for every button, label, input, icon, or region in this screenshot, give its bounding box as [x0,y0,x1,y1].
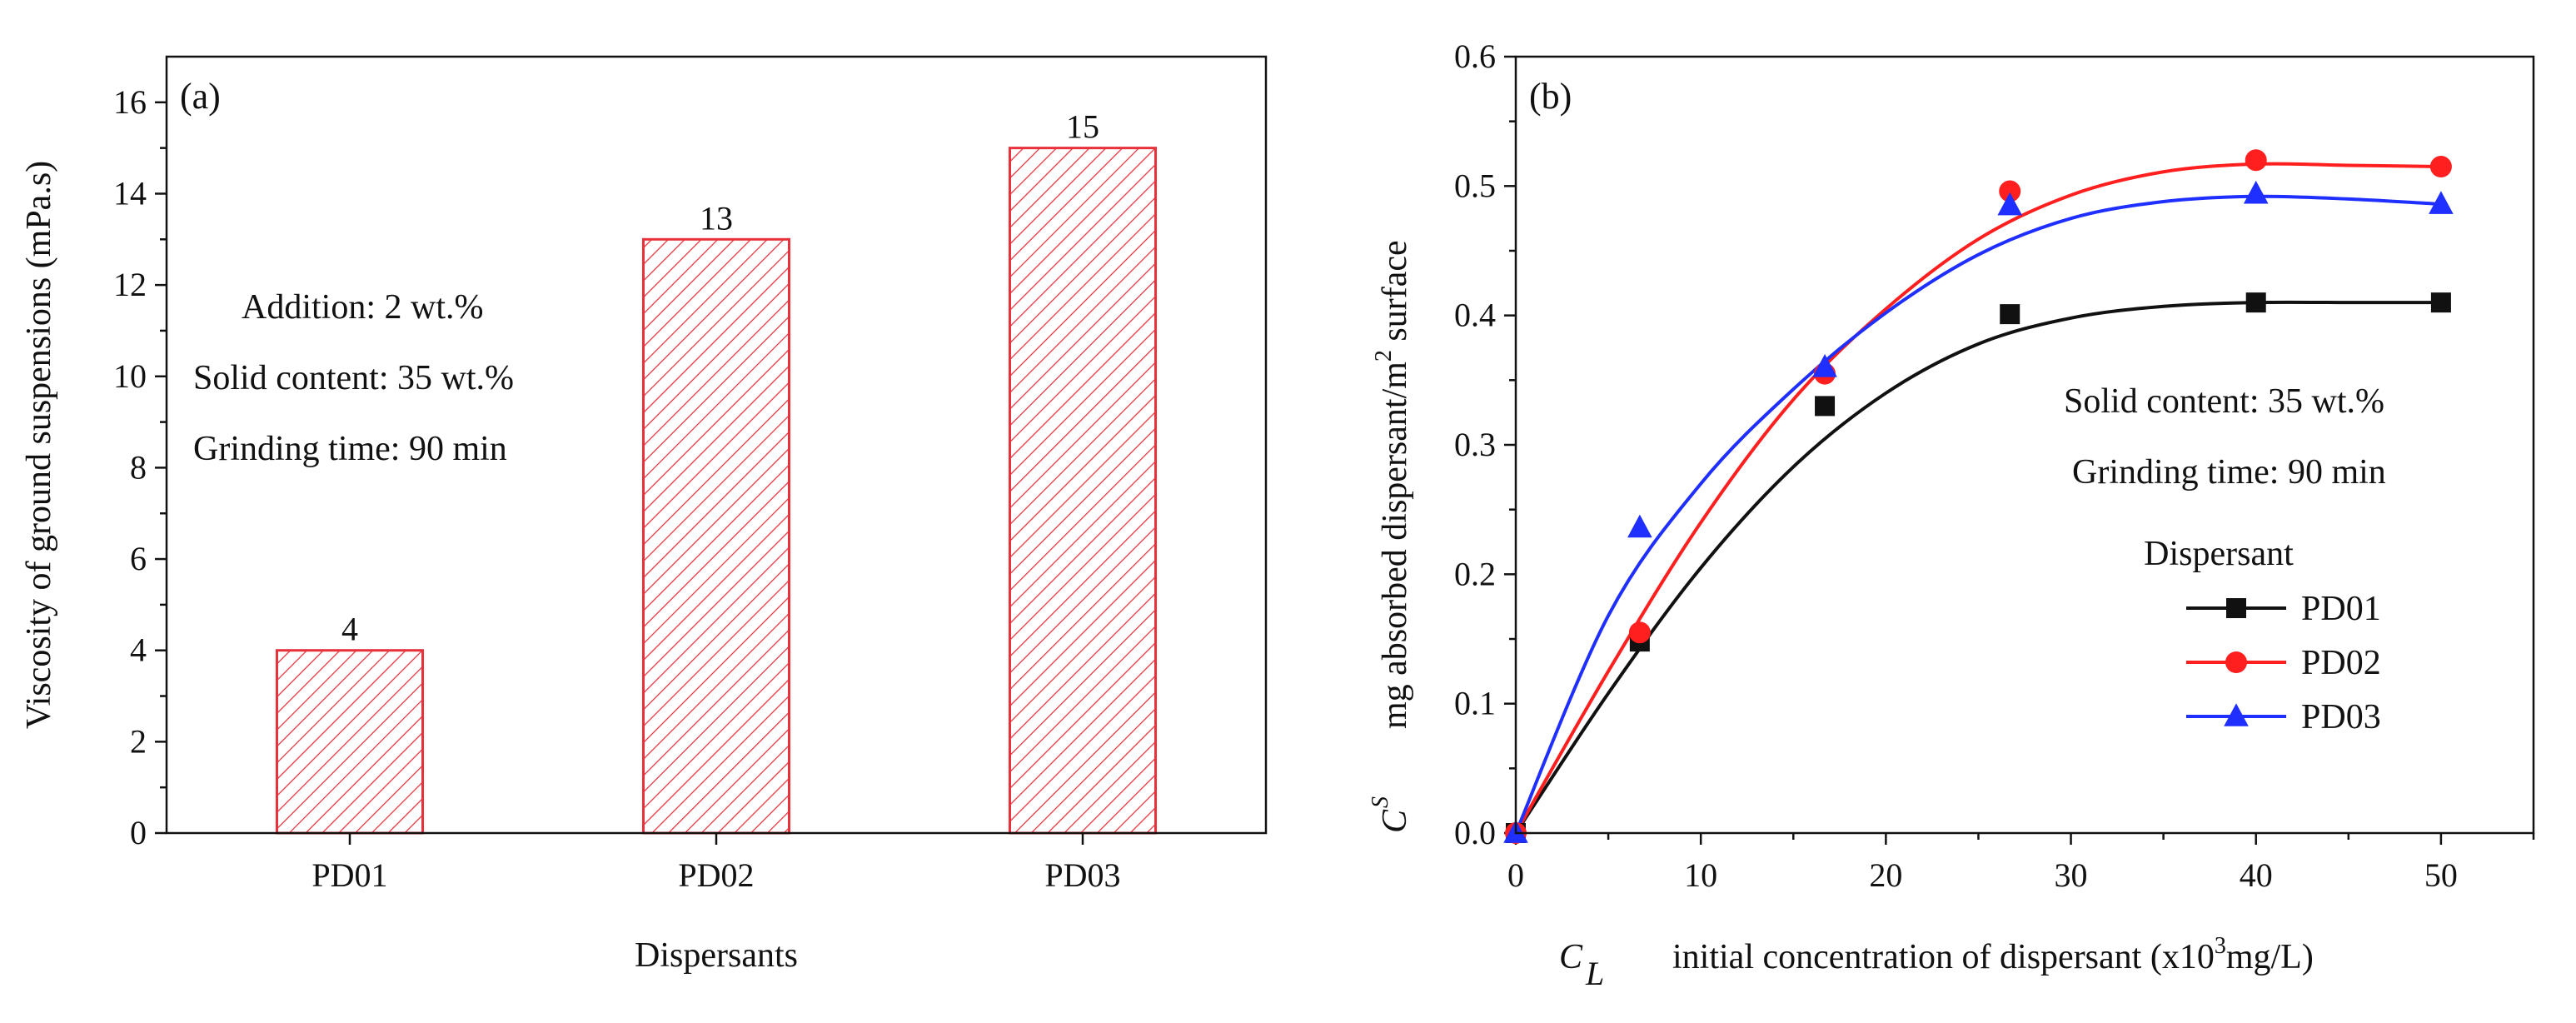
x-axis-symbol: C [1559,938,1583,976]
panel-b-x-axis-title: C L initial concentration of dispersant … [1559,933,2314,992]
y-tick-label: 0.3 [1454,426,1496,463]
y-axis-title-end: surface [1376,240,1414,350]
y-tick-label: 0.1 [1454,685,1496,722]
panel-b-line-chart: 0 10 20 30 40 50 0.0 0.1 0.2 0.3 0.4 0.5 0.6 (b) Sol… [1368,37,2535,992]
y-axis-title-main: mg absorbed dispersant/m [1376,362,1414,729]
data-point-pd02 [1999,180,2021,202]
y-tick-label: 0 [130,814,147,851]
y-tick-label: 16 [113,83,147,121]
x-tick-label: 10 [1684,856,1717,894]
x-tick-label: 50 [2424,856,2458,894]
data-point-pd01 [2245,292,2266,313]
y-tick-label: 0.2 [1454,555,1496,592]
bar-pd01 [276,649,424,835]
x-axis-symbol-subscript: L [1585,955,1604,992]
x-tick-label: 20 [1869,856,1902,894]
y-tick-label: 8 [130,448,147,486]
y-tick-label: 6 [130,540,147,577]
panel-a-annotation-grinding-time: Grinding time: 90 min [193,430,507,468]
panel-a-plot-frame [165,55,1268,835]
panel-b-y-axis-title: C S mg absorbed dispersant/m2 surface [1368,240,1414,833]
y-tick-label: 12 [113,266,147,303]
bar-value-label-pd02: 13 [700,199,733,237]
y-tick-label: 2 [130,722,147,760]
legend-marker-pd01 [2226,598,2246,618]
x-tick-label: 30 [2055,856,2088,894]
y-axis-title-sup: 2 [1371,350,1397,362]
data-point-pd03 [2429,191,2454,214]
y-tick-label: 14 [113,174,147,212]
data-point-pd02 [2245,149,2267,172]
y-tick-label: 0.5 [1454,167,1496,204]
panel-b-plot-frame [1514,55,2535,835]
y-tick-label: 10 [113,357,147,395]
data-point-pd03 [2243,180,2269,204]
data-point-pd01 [1815,396,1836,417]
legend-label-pd03: PD03 [2301,698,2381,736]
y-tick-label: 0.6 [1454,37,1496,75]
panel-b-annotation-solid-content: Solid content: 35 wt.% [2064,382,2384,421]
y-axis-symbol-superscript: S [1368,796,1393,808]
data-point-pd02 [2429,156,2452,178]
panel-a-x-axis-title: Dispersants [635,936,798,975]
x-tick-label: 0 [1507,856,1524,894]
x-axis-title-main: initial concentration of dispersant (x10 [1672,938,2215,976]
legend-label-pd02: PD02 [2301,644,2381,682]
y-tick-label: 0.0 [1454,814,1496,851]
x-tick-label-pd01: PD01 [311,856,387,894]
x-tick-label: 40 [2240,856,2273,894]
bar-pd02 [642,237,790,835]
panel-a-label: (a) [180,76,221,117]
legend-marker-pd03 [2224,703,2249,726]
panel-a-y-axis-title: Viscosity of ground suspensions (mPa.s) [20,161,58,729]
y-tick-label: 0.4 [1454,297,1496,334]
panel-a-annotation-addition: Addition: 2 wt.% [242,288,484,327]
bar-value-label-pd03: 15 [1066,108,1099,146]
panel-b-legend: Dispersant PD01 PD02 PD03 [2144,535,2381,736]
x-tick-label-pd03: PD03 [1044,856,1120,894]
bar-value-label-pd01: 4 [341,611,358,648]
data-point-pd02 [1628,621,1651,644]
bar-pd03 [1009,147,1157,835]
x-axis-title-sup: 3 [2215,933,2226,959]
y-axis-title-text: mg absorbed dispersant/m2 surface [1371,240,1414,729]
panel-b-annotation-grinding-time: Grinding time: 90 min [2072,453,2386,492]
panel-a-bar-chart: 4 13 15 PD01 PD02 PD03 0 2 4 6 8 10 12 14 16 (a) Addi… [20,55,1268,975]
panel-b-label: (b) [1529,76,1572,117]
y-tick-label: 4 [130,631,147,669]
data-point-pd01 [2430,292,2451,313]
data-point-pd03 [1627,514,1652,538]
x-axis-title-end: mg/L) [2226,938,2314,976]
panel-a-annotation-solid-content: Solid content: 35 wt.% [193,359,514,397]
legend-marker-pd02 [2225,651,2247,673]
legend-label-pd01: PD01 [2301,590,2381,628]
legend-title: Dispersant [2144,535,2294,573]
fit-curve-pd03 [1514,194,2442,834]
x-axis-title-text: initial concentration of dispersant (x10… [1672,933,2314,976]
y-axis-symbol: C [1376,809,1414,833]
data-point-pd03 [1997,192,2023,216]
x-tick-label-pd02: PD02 [678,856,754,894]
data-point-pd01 [2000,304,2020,325]
data-point-pd03 [1812,354,1837,377]
